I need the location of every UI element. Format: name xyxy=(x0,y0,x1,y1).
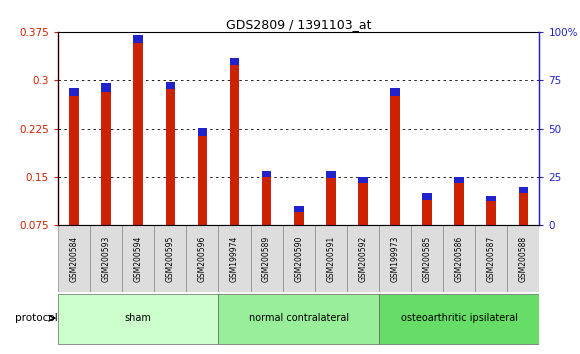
Bar xyxy=(133,35,143,43)
Bar xyxy=(165,81,175,89)
Text: GSM200596: GSM200596 xyxy=(198,235,207,282)
Bar xyxy=(379,225,411,292)
Bar xyxy=(294,206,303,212)
Title: GDS2809 / 1391103_at: GDS2809 / 1391103_at xyxy=(226,18,371,31)
Text: osteoarthritic ipsilateral: osteoarthritic ipsilateral xyxy=(401,313,518,323)
Bar xyxy=(262,171,271,177)
Text: GSM200591: GSM200591 xyxy=(327,235,335,282)
Bar xyxy=(251,225,282,292)
Bar xyxy=(454,177,464,225)
Text: GSM200590: GSM200590 xyxy=(294,235,303,282)
Bar xyxy=(282,225,315,292)
Text: GSM200595: GSM200595 xyxy=(166,235,175,282)
Bar xyxy=(133,35,143,225)
Bar xyxy=(519,187,528,225)
Bar xyxy=(315,225,347,292)
Bar xyxy=(390,88,400,96)
Bar xyxy=(58,225,90,292)
Bar xyxy=(186,225,219,292)
Bar xyxy=(122,225,154,292)
Bar xyxy=(165,81,175,225)
Bar xyxy=(230,58,240,225)
Bar xyxy=(422,193,432,200)
Text: GSM200592: GSM200592 xyxy=(358,235,367,282)
Bar xyxy=(326,171,336,178)
Bar xyxy=(475,225,508,292)
Bar xyxy=(422,193,432,225)
Bar xyxy=(219,225,251,292)
Text: sham: sham xyxy=(125,313,152,323)
Bar xyxy=(102,84,111,225)
Bar xyxy=(454,177,464,183)
Bar xyxy=(90,225,122,292)
Bar xyxy=(58,295,219,344)
Text: GSM200584: GSM200584 xyxy=(70,235,78,282)
Text: GSM200594: GSM200594 xyxy=(134,235,143,282)
Text: GSM200586: GSM200586 xyxy=(455,235,463,282)
Bar xyxy=(390,88,400,225)
Bar xyxy=(198,128,207,225)
Bar xyxy=(487,196,496,225)
Bar xyxy=(219,295,379,344)
Text: GSM200588: GSM200588 xyxy=(519,235,528,281)
Bar xyxy=(102,84,111,92)
Bar xyxy=(326,171,336,225)
Bar xyxy=(379,295,539,344)
Bar xyxy=(519,187,528,193)
Bar xyxy=(347,225,379,292)
Bar xyxy=(411,225,443,292)
Bar xyxy=(358,177,368,225)
Text: protocol: protocol xyxy=(14,313,57,323)
Text: GSM200585: GSM200585 xyxy=(423,235,432,282)
Text: GSM200587: GSM200587 xyxy=(487,235,496,282)
Text: normal contralateral: normal contralateral xyxy=(249,313,349,323)
Bar xyxy=(69,88,79,225)
Bar xyxy=(69,88,79,96)
Bar xyxy=(358,177,368,183)
Bar xyxy=(487,196,496,201)
Text: GSM200589: GSM200589 xyxy=(262,235,271,282)
Text: GSM199974: GSM199974 xyxy=(230,235,239,282)
Bar xyxy=(508,225,539,292)
Bar xyxy=(154,225,186,292)
Bar xyxy=(198,128,207,136)
Bar xyxy=(443,225,475,292)
Bar xyxy=(294,206,303,225)
Bar xyxy=(262,171,271,225)
Text: GSM200593: GSM200593 xyxy=(102,235,111,282)
Text: GSM199973: GSM199973 xyxy=(390,235,400,282)
Bar xyxy=(230,58,240,65)
